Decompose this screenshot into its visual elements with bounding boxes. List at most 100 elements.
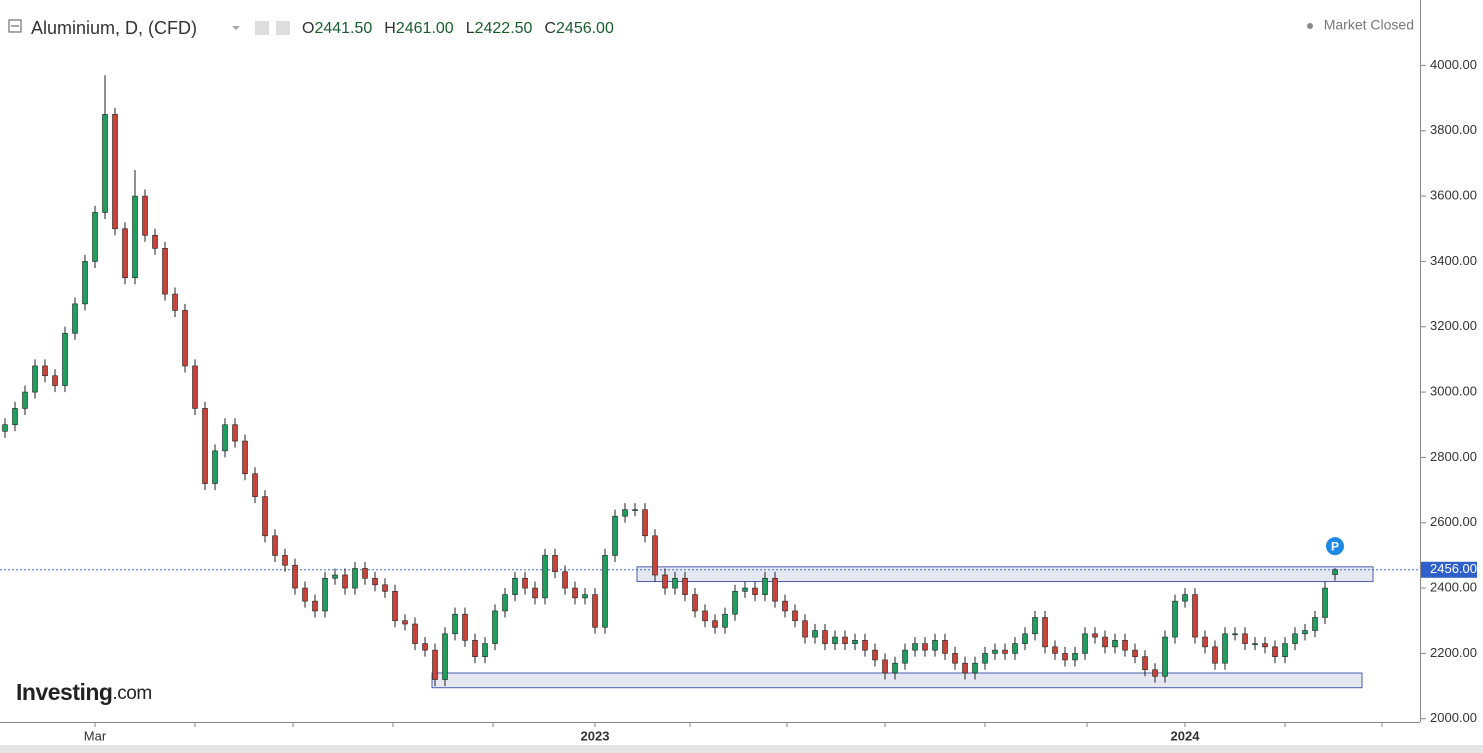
- candle-body: [952, 653, 958, 664]
- candle-body: [772, 577, 778, 602]
- settings-icon[interactable]: [276, 21, 290, 35]
- candle-body: [372, 577, 378, 586]
- candle-body: [12, 408, 18, 426]
- candle-body: [742, 587, 748, 592]
- candle-body: [1212, 646, 1218, 664]
- logo: Investing.com: [16, 679, 152, 705]
- candle-body: [1052, 646, 1058, 654]
- candle-body: [522, 577, 528, 589]
- candle-body: [592, 594, 598, 628]
- dropdown-icon[interactable]: [232, 26, 240, 30]
- candle-body: [1042, 617, 1048, 648]
- y-tick-label: 3600.00: [1430, 188, 1477, 203]
- candle-body: [1202, 636, 1208, 648]
- candle-body: [42, 365, 48, 377]
- candle-body: [912, 643, 918, 651]
- candle-body: [702, 610, 708, 622]
- candle-body: [1162, 636, 1168, 677]
- candle-body: [552, 555, 558, 573]
- candle-body: [422, 643, 428, 651]
- candle-body: [332, 574, 338, 579]
- candle-body: [782, 600, 788, 612]
- candle-body: [1072, 653, 1078, 661]
- candle-body: [202, 408, 208, 484]
- candle-body: [1102, 636, 1108, 648]
- candle-body: [712, 620, 718, 628]
- candle-body: [642, 509, 648, 537]
- candle-body: [92, 212, 98, 262]
- ohlc-key: O: [302, 20, 314, 37]
- y-tick-label: 3200.00: [1430, 318, 1477, 333]
- candle-body: [1002, 649, 1008, 654]
- logo-suffix: .com: [112, 683, 151, 704]
- candle-body: [672, 577, 678, 589]
- candle-body: [212, 450, 218, 484]
- candle-body: [2, 424, 8, 432]
- ohlc-key: L: [466, 20, 475, 37]
- candle-body: [302, 587, 308, 602]
- candle-body: [242, 440, 248, 475]
- candle-body: [652, 535, 658, 576]
- y-tick-label: 4000.00: [1430, 57, 1477, 72]
- candle-body: [882, 659, 888, 674]
- candle-body: [102, 114, 108, 213]
- candle-body: [602, 555, 608, 628]
- collapse-icon[interactable]: [8, 19, 22, 33]
- candle-body: [312, 600, 318, 612]
- candle-body: [632, 509, 638, 511]
- candle-body: [962, 662, 968, 674]
- market-status: Market Closed: [1324, 17, 1414, 33]
- candle-body: [942, 640, 948, 654]
- candle-body: [662, 574, 668, 589]
- candle-body: [1142, 656, 1148, 671]
- scrollbar: [0, 745, 1483, 753]
- candle-body: [1262, 643, 1268, 648]
- y-tick-label: 3000.00: [1430, 384, 1477, 399]
- candle-body: [382, 584, 388, 592]
- ohlc-value: 2441.50: [314, 20, 372, 37]
- candle-body: [1232, 633, 1238, 636]
- candle-body: [322, 577, 328, 612]
- ohlc-value: 2456.00: [556, 20, 614, 37]
- candle-body: [542, 555, 548, 599]
- candle-body: [1282, 643, 1288, 657]
- candle-body: [1312, 617, 1318, 631]
- candle-body: [1092, 633, 1098, 638]
- status-dot: [1307, 23, 1313, 29]
- candle-body: [872, 649, 878, 661]
- candle-body: [282, 555, 288, 566]
- x-tick-label: Mar: [84, 728, 107, 743]
- x-tick-label: 2023: [581, 728, 610, 743]
- candle-body: [132, 195, 138, 279]
- candle-body: [992, 649, 998, 654]
- candle-body: [1172, 600, 1178, 638]
- candle-body: [152, 234, 158, 249]
- candle-body: [1032, 617, 1038, 635]
- candle-body: [812, 630, 818, 638]
- candle-body: [62, 332, 68, 386]
- candle-body: [832, 636, 838, 644]
- minor-ticks: [194, 722, 1383, 727]
- candle-body: [22, 391, 28, 409]
- candle-body: [722, 613, 728, 628]
- candle-body: [512, 577, 518, 595]
- candle-body: [1152, 669, 1158, 677]
- candle-body: [222, 424, 228, 452]
- candle-body: [72, 303, 78, 334]
- candle-body: [1132, 649, 1138, 657]
- candle-body: [1292, 633, 1298, 644]
- zone: [431, 672, 1363, 689]
- candle-body: [162, 248, 168, 295]
- candle-body: [1332, 569, 1338, 575]
- candle-body: [392, 591, 398, 622]
- candle-body: [862, 640, 868, 651]
- candle-body: [1252, 643, 1258, 645]
- candle-body: [292, 564, 298, 589]
- y-tick-label: 2200.00: [1430, 645, 1477, 660]
- eye-icon[interactable]: [255, 21, 269, 35]
- ohlc-value: 2422.50: [475, 20, 533, 37]
- candle-body: [1122, 640, 1128, 651]
- candle-body: [112, 114, 118, 230]
